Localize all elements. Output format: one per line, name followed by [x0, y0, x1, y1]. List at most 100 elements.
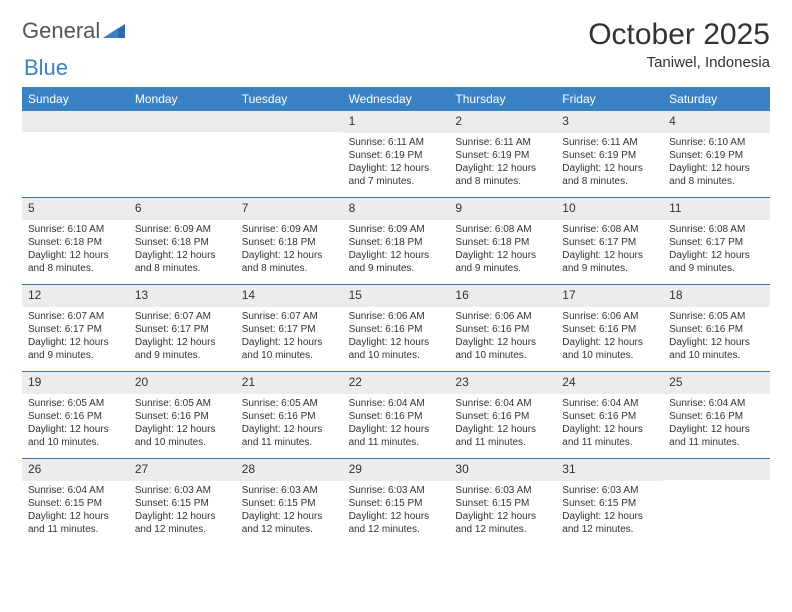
sunrise-line: Sunrise: 6:03 AM — [349, 484, 444, 497]
weekday-header: Tuesday — [236, 87, 343, 111]
sunset-line: Sunset: 6:16 PM — [455, 410, 550, 423]
sunrise-line: Sunrise: 6:09 AM — [135, 223, 230, 236]
calendar-cell: 26Sunrise: 6:04 AMSunset: 6:15 PMDayligh… — [22, 459, 129, 545]
daylight-line: Daylight: 12 hours and 10 minutes. — [242, 336, 337, 362]
sunset-line: Sunset: 6:16 PM — [349, 323, 444, 336]
sunrise-line: Sunrise: 6:06 AM — [562, 310, 657, 323]
logo-text-general: General — [22, 18, 100, 44]
daylight-line: Daylight: 12 hours and 9 minutes. — [135, 336, 230, 362]
calendar-cell: 28Sunrise: 6:03 AMSunset: 6:15 PMDayligh… — [236, 459, 343, 545]
daylight-line: Daylight: 12 hours and 11 minutes. — [242, 423, 337, 449]
day-number: 5 — [28, 201, 35, 215]
sunset-line: Sunset: 6:19 PM — [562, 149, 657, 162]
day-number-row: 15 — [343, 285, 450, 307]
daylight-line: Daylight: 12 hours and 10 minutes. — [562, 336, 657, 362]
calendar-cell: 11 Sunrise: 6:08 AMSunset: 6:17 PMDayligh… — [663, 198, 770, 284]
logo: General — [22, 18, 127, 44]
day-number-row: 2 — [449, 111, 556, 133]
daylight-line: Daylight: 12 hours and 8 minutes. — [135, 249, 230, 275]
sunrise-line: Sunrise: 6:07 AM — [28, 310, 123, 323]
daylight-line: Daylight: 12 hours and 11 minutes. — [349, 423, 444, 449]
daylight-line: Daylight: 12 hours and 8 minutes. — [28, 249, 123, 275]
day-number-row — [663, 459, 770, 480]
cell-body: Sunrise: 6:08 AMSunset: 6:17 PMDaylight:… — [663, 220, 770, 281]
weekday-header: Wednesday — [343, 87, 450, 111]
day-number: 13 — [135, 288, 148, 302]
calendar-cell: 14Sunrise: 6:07 AMSunset: 6:17 PMDayligh… — [236, 285, 343, 371]
daylight-line: Daylight: 12 hours and 10 minutes. — [349, 336, 444, 362]
sunrise-line: Sunrise: 6:05 AM — [28, 397, 123, 410]
calendar-cell: 24Sunrise: 6:04 AMSunset: 6:16 PMDayligh… — [556, 372, 663, 458]
day-number-row: 8 — [343, 198, 450, 220]
day-number: 29 — [349, 462, 362, 476]
daylight-line: Daylight: 12 hours and 11 minutes. — [28, 510, 123, 536]
calendar-week-row: 12Sunrise: 6:07 AMSunset: 6:17 PMDayligh… — [22, 285, 770, 372]
calendar-cell: 5Sunrise: 6:10 AMSunset: 6:18 PMDaylight… — [22, 198, 129, 284]
day-number-row: 3 — [556, 111, 663, 133]
calendar-week-row: 5Sunrise: 6:10 AMSunset: 6:18 PMDaylight… — [22, 198, 770, 285]
sunset-line: Sunset: 6:15 PM — [135, 497, 230, 510]
day-number: 30 — [455, 462, 468, 476]
sunset-line: Sunset: 6:18 PM — [242, 236, 337, 249]
day-number: 18 — [669, 288, 682, 302]
daylight-line: Daylight: 12 hours and 9 minutes. — [669, 249, 764, 275]
sunset-line: Sunset: 6:16 PM — [349, 410, 444, 423]
cell-body: Sunrise: 6:06 AMSunset: 6:16 PMDaylight:… — [343, 307, 450, 368]
calendar-cell: 8Sunrise: 6:09 AMSunset: 6:18 PMDaylight… — [343, 198, 450, 284]
day-number: 11 — [669, 201, 681, 215]
day-number-row: 5 — [22, 198, 129, 220]
sunrise-line: Sunrise: 6:08 AM — [669, 223, 764, 236]
day-number-row: 4 — [663, 111, 770, 133]
daylight-line: Daylight: 12 hours and 8 minutes. — [562, 162, 657, 188]
day-number: 19 — [28, 375, 41, 389]
daylight-line: Daylight: 12 hours and 12 minutes. — [562, 510, 657, 536]
weekday-header: Monday — [129, 87, 236, 111]
sunrise-line: Sunrise: 6:06 AM — [349, 310, 444, 323]
cell-body: Sunrise: 6:04 AMSunset: 6:16 PMDaylight:… — [449, 394, 556, 455]
daylight-line: Daylight: 12 hours and 10 minutes. — [28, 423, 123, 449]
cell-body: Sunrise: 6:09 AMSunset: 6:18 PMDaylight:… — [343, 220, 450, 281]
sunset-line: Sunset: 6:15 PM — [28, 497, 123, 510]
sunrise-line: Sunrise: 6:10 AM — [669, 136, 764, 149]
calendar-cell: 30Sunrise: 6:03 AMSunset: 6:15 PMDayligh… — [449, 459, 556, 545]
day-number-row: 17 — [556, 285, 663, 307]
calendar-cell: 19Sunrise: 6:05 AMSunset: 6:16 PMDayligh… — [22, 372, 129, 458]
day-number-row: 25 — [663, 372, 770, 394]
sunset-line: Sunset: 6:17 PM — [562, 236, 657, 249]
calendar-cell: 22Sunrise: 6:04 AMSunset: 6:16 PMDayligh… — [343, 372, 450, 458]
cell-body: Sunrise: 6:09 AMSunset: 6:18 PMDaylight:… — [129, 220, 236, 281]
day-number: 12 — [28, 288, 41, 302]
weekday-header: Friday — [556, 87, 663, 111]
cell-body: Sunrise: 6:11 AMSunset: 6:19 PMDaylight:… — [449, 133, 556, 194]
day-number-row: 6 — [129, 198, 236, 220]
sunset-line: Sunset: 6:15 PM — [455, 497, 550, 510]
day-number: 23 — [455, 375, 468, 389]
calendar-cell: 31Sunrise: 6:03 AMSunset: 6:15 PMDayligh… — [556, 459, 663, 545]
calendar-cell: 20Sunrise: 6:05 AMSunset: 6:16 PMDayligh… — [129, 372, 236, 458]
sunrise-line: Sunrise: 6:11 AM — [349, 136, 444, 149]
day-number-row: 28 — [236, 459, 343, 481]
day-number-row — [236, 111, 343, 132]
day-number-row: 30 — [449, 459, 556, 481]
sunset-line: Sunset: 6:17 PM — [28, 323, 123, 336]
daylight-line: Daylight: 12 hours and 9 minutes. — [562, 249, 657, 275]
sunset-line: Sunset: 6:15 PM — [562, 497, 657, 510]
calendar-cell — [22, 111, 129, 197]
month-title: October 2025 — [588, 18, 770, 52]
calendar-cell: 15 Sunrise: 6:06 AMSunset: 6:16 PMDayligh… — [343, 285, 450, 371]
daylight-line: Daylight: 12 hours and 8 minutes. — [242, 249, 337, 275]
day-number: 15 — [349, 288, 362, 302]
day-number-row: 26 — [22, 459, 129, 481]
day-number: 2 — [455, 114, 462, 128]
sunrise-line: Sunrise: 6:04 AM — [28, 484, 123, 497]
sunrise-line: Sunrise: 6:04 AM — [455, 397, 550, 410]
daylight-line: Daylight: 12 hours and 10 minutes. — [455, 336, 550, 362]
cell-body: Sunrise: 6:07 AMSunset: 6:17 PMDaylight:… — [129, 307, 236, 368]
cell-body: Sunrise: 6:04 AMSunset: 6:15 PMDaylight:… — [22, 481, 129, 542]
day-number-row: 21 — [236, 372, 343, 394]
sunset-line: Sunset: 6:16 PM — [562, 410, 657, 423]
cell-body: Sunrise: 6:05 AMSunset: 6:16 PMDaylight:… — [236, 394, 343, 455]
sunrise-line: Sunrise: 6:05 AM — [242, 397, 337, 410]
day-number: 31 — [562, 462, 575, 476]
day-number-row: 22 — [343, 372, 450, 394]
